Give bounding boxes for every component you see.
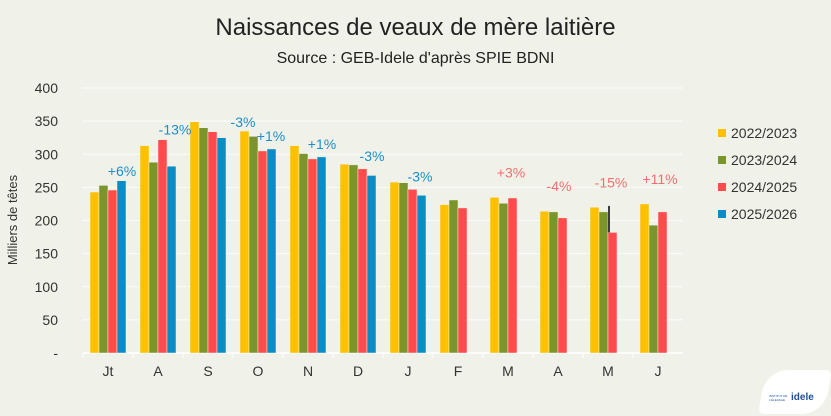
percent-annotation: +1% (257, 128, 285, 144)
bar-2023/2024 (648, 224, 659, 354)
bar-2025/2026 (416, 195, 427, 354)
bar-2025/2026 (316, 156, 327, 354)
percent-annotation: -3% (360, 148, 385, 164)
x-tick-label: D (353, 363, 363, 379)
y-tick-label: 200 (35, 213, 59, 229)
percent-annotation: +11% (642, 171, 677, 187)
bar-2025/2026 (266, 148, 277, 354)
percent-annotation: +3% (497, 164, 525, 180)
bar-2024/2025 (407, 189, 418, 354)
bar-2022/2023 (89, 191, 100, 354)
x-tick-label: J (655, 363, 662, 379)
percent-annotation: +6% (108, 163, 136, 179)
y-tick-label: 250 (35, 179, 59, 195)
bar-2022/2023 (339, 163, 350, 354)
y-tick-label: 150 (35, 246, 59, 262)
bar-2023/2024 (198, 127, 209, 354)
y-tick-label: 100 (35, 279, 59, 295)
legend-swatch (718, 129, 726, 137)
bar-2022/2023 (389, 181, 400, 354)
percent-annotation: -13% (159, 122, 192, 138)
legend-label: 2024/2025 (731, 179, 797, 195)
legend-label: 2023/2024 (731, 152, 797, 168)
logo-text: idele (791, 392, 814, 403)
bar-2022/2023 (139, 145, 150, 354)
bar-2023/2024 (598, 211, 609, 354)
bar-2024/2025 (357, 168, 368, 354)
legend-swatch (718, 156, 726, 164)
x-tick-label: S (203, 363, 212, 379)
x-tick-label: A (553, 363, 563, 379)
bar-2023/2024 (348, 164, 359, 354)
x-tick-label: Jt (103, 363, 114, 379)
chart-subtitle: Source : GEB-Idele d'après SPIE BDNI (276, 50, 555, 67)
bar-2025/2026 (166, 165, 177, 354)
x-tick-label: A (153, 363, 163, 379)
bar-2023/2024 (148, 161, 159, 354)
x-tick-label: M (602, 363, 614, 379)
x-tick-label: J (405, 363, 412, 379)
percent-annotation: -3% (231, 114, 256, 130)
bar-2022/2023 (639, 203, 650, 354)
chart-title: Naissances de veaux de mère laitière (215, 14, 616, 41)
bar-2024/2025 (557, 217, 568, 354)
x-tick-label: F (454, 363, 463, 379)
bar-2022/2023 (239, 130, 250, 354)
bar-2023/2024 (398, 182, 409, 354)
legend-swatch (718, 210, 726, 218)
bar-2024/2025 (507, 197, 518, 354)
bar-2025/2026 (116, 180, 127, 354)
y-tick-label: 350 (35, 113, 59, 129)
bar-2025/2026 (366, 175, 377, 354)
legend-label: 2022/2023 (731, 125, 797, 141)
percent-annotation: -15% (595, 174, 628, 190)
y-tick-label: 400 (35, 80, 59, 96)
percent-annotation: -4% (547, 178, 572, 194)
x-tick-label: N (303, 363, 313, 379)
bar-2023/2024 (248, 136, 259, 354)
bar-2022/2023 (589, 207, 600, 354)
logo-subtext: INSTITUT DE L'ÉLEVAGE (768, 394, 788, 402)
bar-2024/2025 (657, 211, 668, 354)
bar-2023/2024 (98, 185, 109, 354)
bar-2024/2025 (307, 158, 318, 354)
bar-2022/2023 (189, 121, 200, 354)
bar-2023/2024 (448, 199, 459, 354)
y-tick-label: - (53, 345, 58, 361)
bar-2024/2025 (157, 139, 168, 354)
y-axis-label: Milliers de têtes (5, 174, 20, 265)
y-tick-label: 50 (42, 312, 58, 328)
bar-2024/2025 (107, 189, 118, 354)
bar-2025/2026 (216, 137, 227, 354)
bar-2022/2023 (439, 204, 450, 354)
bar-2023/2024 (548, 211, 559, 354)
bar-2024/2025 (607, 232, 618, 354)
legend-label: 2025/2026 (731, 206, 797, 222)
bar-2024/2025 (257, 150, 268, 354)
bar-2023/2024 (498, 203, 509, 354)
legend-swatch (718, 183, 726, 191)
bar-2022/2023 (289, 145, 300, 354)
bar-2022/2023 (539, 210, 550, 354)
bar-2024/2025 (207, 131, 218, 354)
percent-annotation: +1% (308, 136, 336, 152)
percent-annotation: -3% (408, 168, 433, 184)
x-tick-label: O (253, 363, 264, 379)
bar-2022/2023 (489, 197, 500, 354)
bar-2024/2025 (457, 207, 468, 354)
bar-2023/2024 (298, 153, 309, 354)
y-tick-label: 300 (35, 146, 59, 162)
x-tick-label: M (502, 363, 514, 379)
